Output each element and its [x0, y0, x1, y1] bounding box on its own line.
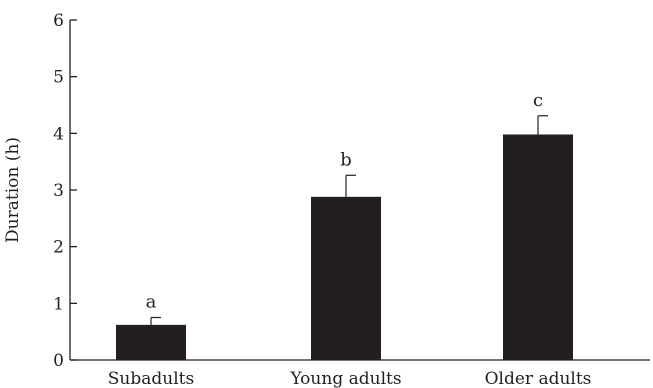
significance-label: c	[533, 90, 543, 111]
y-axis-title: Duration (h)	[3, 137, 23, 243]
bar	[503, 134, 573, 360]
bar	[311, 196, 381, 360]
category-label: Young adults	[289, 369, 401, 388]
y-tick-label: 4	[53, 124, 64, 144]
y-tick-label: 3	[53, 181, 64, 201]
category-labels: Subadults Young adults Older adults	[108, 369, 592, 388]
significance-label: a	[146, 292, 157, 313]
category-label: Older adults	[485, 369, 592, 388]
y-tick-label: 0	[53, 351, 64, 371]
y-tick-label: 6	[53, 11, 64, 31]
y-tick-label: 1	[53, 294, 64, 314]
y-tick-label: 2	[53, 238, 64, 258]
significance-label: b	[340, 149, 352, 170]
y-ticks: 0 1 2 3 4 5 6	[53, 11, 77, 371]
y-tick-label: 5	[53, 68, 64, 88]
bar	[116, 324, 186, 360]
bars: a b c	[116, 90, 573, 360]
category-label: Subadults	[108, 369, 194, 388]
